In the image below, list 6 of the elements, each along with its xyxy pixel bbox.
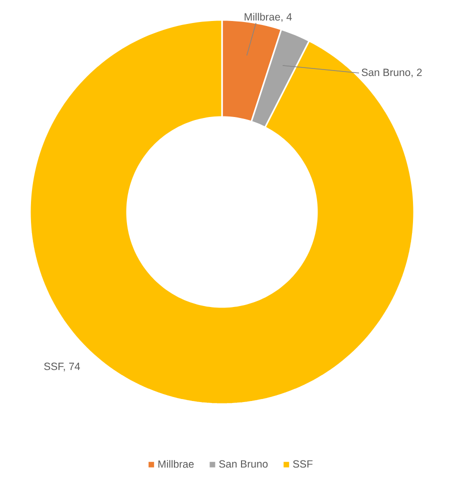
data-label: San Bruno, 2 [362, 68, 422, 78]
data-label: SSF, 74 [44, 362, 80, 372]
legend-label: San Bruno [219, 460, 268, 468]
legend-label: Millbrae [158, 460, 194, 468]
data-label: Millbrae, 4 [244, 12, 292, 22]
legend-label: SSF [293, 460, 313, 468]
